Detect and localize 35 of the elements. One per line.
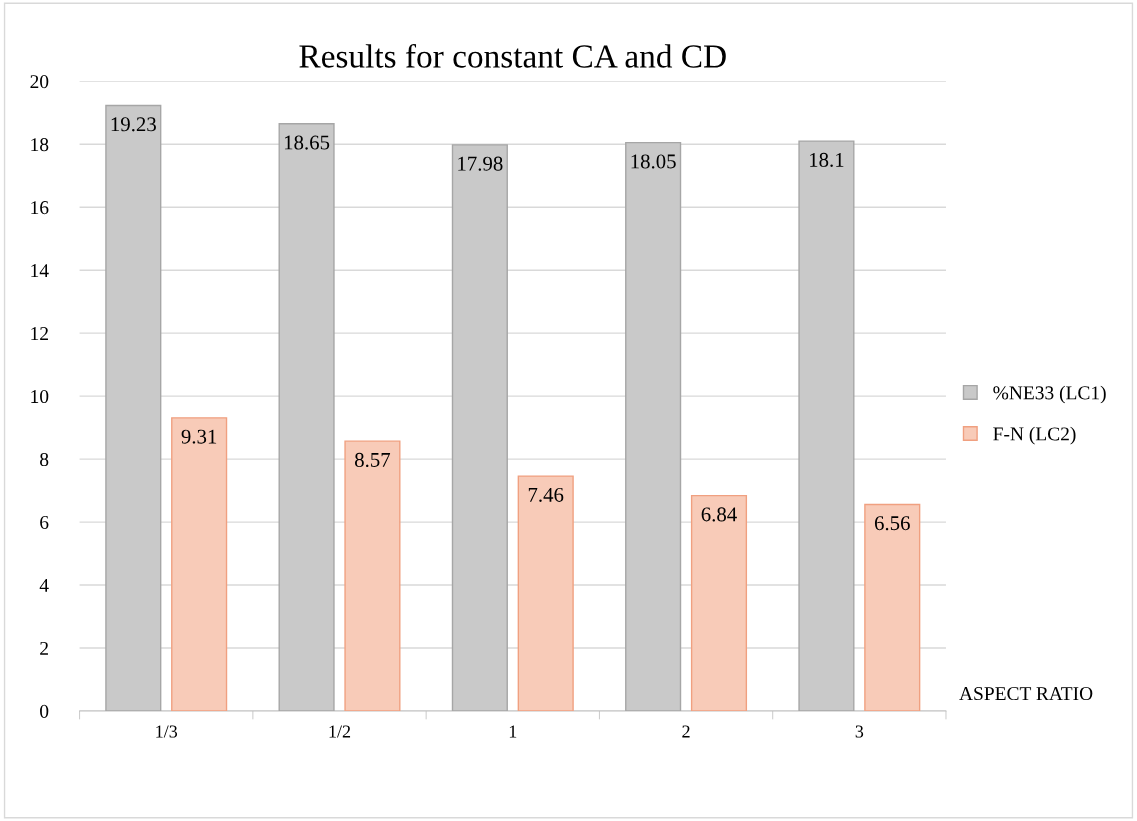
data-label: 6.84 (701, 507, 737, 522)
x-tick-label: 2 (682, 725, 690, 738)
y-tick-label: 14 (31, 264, 49, 277)
data-label: 17.98 (458, 156, 503, 171)
bar (344, 440, 401, 711)
y-tick-label: 12 (31, 327, 48, 340)
data-label: 18.1 (810, 152, 844, 167)
data-label: 18.65 (284, 135, 330, 150)
bar (517, 475, 574, 711)
data-label: 19.23 (111, 117, 156, 132)
bar (171, 417, 228, 711)
legend-label: F-N (LC2) (993, 426, 1076, 445)
chart-title: Results for constant CA and CD (299, 43, 726, 68)
y-tick-label: 8 (40, 452, 49, 467)
x-tick-label: 3 (855, 725, 864, 738)
data-label: 8.57 (355, 452, 391, 468)
x-tick-label: 1/3 (156, 725, 178, 738)
y-tick-label: 16 (31, 201, 49, 215)
data-label: 7.46 (528, 487, 564, 502)
y-tick-label: 20 (30, 75, 49, 89)
x-tick-label: 1 (509, 725, 517, 738)
legend-label: %NE33 (LC1) (993, 385, 1106, 404)
y-tick-label: 18 (31, 138, 49, 152)
bar (690, 494, 748, 711)
data-label: 9.31 (181, 429, 217, 444)
data-label: 6.56 (874, 516, 910, 531)
bar (864, 503, 921, 711)
y-tick-label: 10 (31, 389, 49, 404)
y-tick-label: 0 (40, 704, 49, 718)
data-label: 18.05 (631, 154, 676, 169)
x-tick-label: 1/2 (329, 725, 351, 738)
x-axis-title: ASPECT RATIO (959, 687, 1093, 701)
y-tick-label: 2 (40, 641, 48, 655)
y-tick-label: 4 (39, 578, 49, 592)
y-tick-label: 6 (40, 515, 49, 530)
